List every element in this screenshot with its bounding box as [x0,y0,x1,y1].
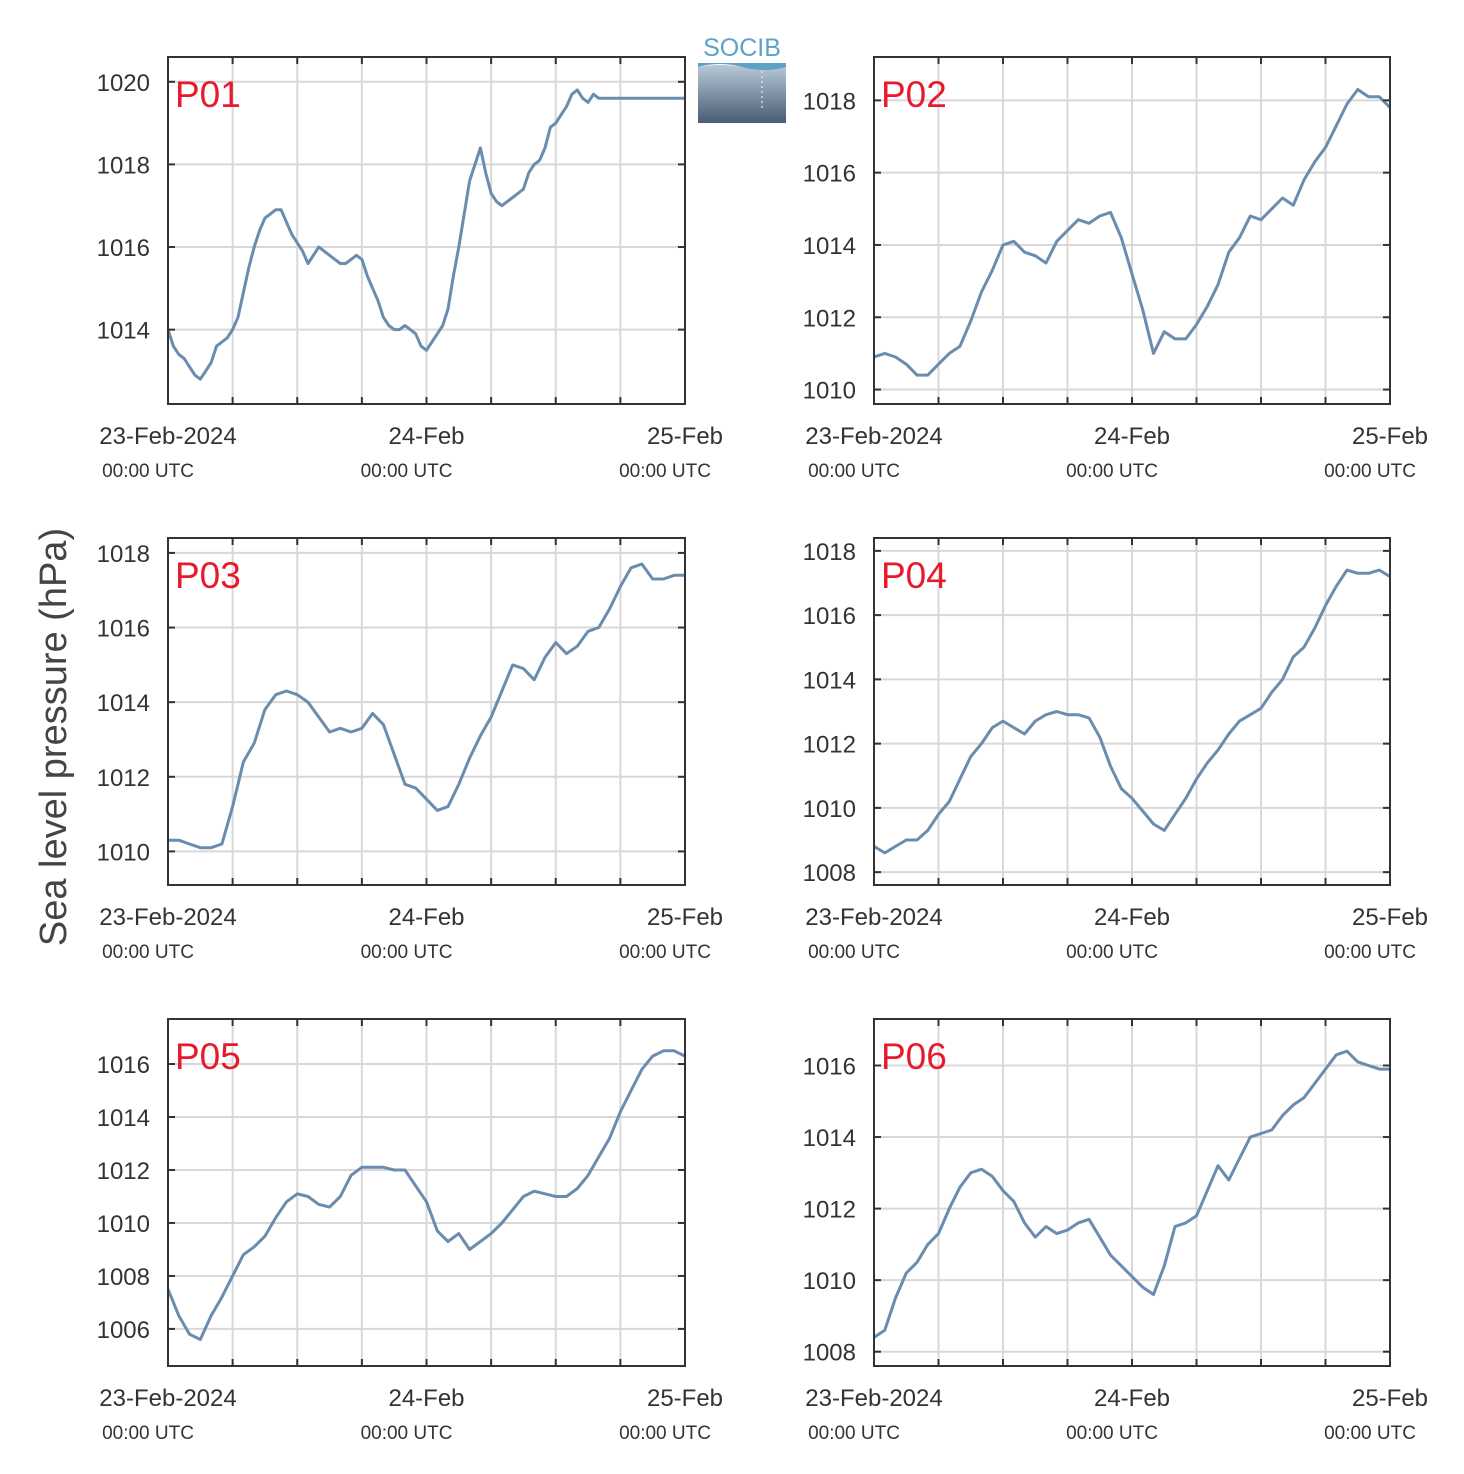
y-tick-label: 1008 [803,1340,856,1367]
x-tick-sublabel: 00:00 UTC [619,461,711,482]
y-tick-label: 1008 [803,860,856,887]
x-tick-sublabel: 00:00 UTC [361,1423,453,1444]
series-line [168,562,685,850]
x-tick-sublabel: 00:00 UTC [102,461,194,482]
y-tick-label: 1014 [803,233,856,260]
panels: 1014 1016 1018 1020 23-Feb-2024 00:00 UTC 24-F… [97,56,1428,1444]
y-tick-label: 1020 [97,70,150,97]
x-tick-sublabel: 00:00 UTC [1066,461,1158,482]
x-tick-label: 23-Feb-2024 [99,904,236,931]
x-tick-sublabel: 00:00 UTC [361,461,453,482]
x-tick-sublabel: 00:00 UTC [1324,942,1416,963]
panel-label: P06 [881,1036,947,1077]
x-tick-sublabel: 00:00 UTC [102,1423,194,1444]
x-tick-sublabel: 00:00 UTC [619,1423,711,1444]
x-tick-label: 23-Feb-2024 [805,423,942,450]
x-tick-sublabel: 00:00 UTC [808,1423,900,1444]
x-tick-label: 24-Feb [388,423,464,450]
x-tick-label: 25-Feb [647,423,723,450]
panel-p06: 1008 1010 1012 1014 1016 23-Feb-2024 00:00 UTC… [803,1018,1428,1444]
x-tick-label: 25-Feb [1352,423,1428,450]
panel-label: P01 [175,74,241,115]
series-line [166,88,685,381]
series-line [873,568,1391,855]
y-tick-label: 1016 [803,1054,856,1081]
panel-p03: 1010 1012 1014 1016 1018 23-Feb-2024 00:00 UTC… [97,537,723,963]
y-tick-label: 1012 [803,1197,856,1224]
x-tick-sublabel: 00:00 UTC [1066,1423,1158,1444]
x-tick-sublabel: 00:00 UTC [619,942,711,963]
panel-label: P05 [175,1036,241,1077]
y-tick-label: 1018 [803,88,856,115]
x-tick-label: 23-Feb-2024 [99,1385,236,1412]
x-tick-label: 25-Feb [1352,1385,1428,1412]
y-tick-label: 1008 [97,1264,150,1291]
x-tick-label: 23-Feb-2024 [805,1385,942,1412]
x-tick-label: 24-Feb [1094,1385,1170,1412]
series-line [166,1049,686,1341]
y-tick-label: 1010 [803,378,856,405]
y-tick-label: 1014 [97,318,150,345]
panel-p04: 1008 1010 1012 1014 1016 1018 23-Feb-2024 00:00… [803,537,1428,963]
x-tick-label: 24-Feb [388,904,464,931]
y-tick-label: 1018 [97,152,150,179]
x-tick-sublabel: 00:00 UTC [808,461,900,482]
y-tick-label: 1010 [803,1268,856,1295]
y-tick-label: 1006 [97,1317,150,1344]
y-tick-label: 1016 [97,616,150,643]
x-tick-label: 25-Feb [647,1385,723,1412]
x-tick-label: 25-Feb [1352,904,1428,931]
y-tick-label: 1016 [97,235,150,262]
y-tick-label: 1018 [97,541,150,568]
panel-label: P02 [881,74,947,115]
y-tick-label: 1012 [97,765,150,792]
y-tick-label: 1010 [97,839,150,866]
y-tick-label: 1012 [97,1158,150,1185]
socib-logo: SOCIB [692,34,792,126]
y-tick-label: 1010 [803,796,856,823]
panel-label: P03 [175,555,241,596]
y-tick-label: 1014 [97,1105,150,1132]
panel-label: P04 [881,555,947,596]
logo-text: SOCIB [703,34,781,62]
x-tick-sublabel: 00:00 UTC [808,942,900,963]
x-tick-label: 25-Feb [647,904,723,931]
x-tick-sublabel: 00:00 UTC [1324,1423,1416,1444]
x-tick-label: 23-Feb-2024 [805,904,942,931]
x-tick-sublabel: 00:00 UTC [1066,942,1158,963]
y-tick-label: 1018 [803,539,856,566]
x-tick-sublabel: 00:00 UTC [361,942,453,963]
panel-p02: 1010 1012 1014 1016 1018 23-Feb-2024 00:00 UTC… [803,56,1428,482]
panel-p05: 1006 1008 1010 1012 1014 1016 23-Feb-2024 00:00… [97,1018,723,1444]
y-tick-label: 1014 [803,667,856,694]
logo-image [698,63,786,123]
panel-p01: 1014 1016 1018 1020 23-Feb-2024 00:00 UTC 24-F… [97,56,723,482]
series-line [873,1049,1390,1339]
y-axis-label: Sea level pressure (hPa) [33,528,75,946]
x-tick-label: 23-Feb-2024 [99,423,236,450]
y-tick-label: 1010 [97,1211,150,1238]
x-tick-sublabel: 00:00 UTC [1324,461,1416,482]
x-tick-label: 24-Feb [388,1385,464,1412]
y-tick-label: 1014 [97,690,150,717]
y-tick-label: 1016 [803,161,856,188]
y-tick-label: 1012 [803,732,856,759]
y-tick-label: 1012 [803,305,856,332]
x-tick-label: 24-Feb [1094,904,1170,931]
y-tick-label: 1014 [803,1125,856,1152]
series-line [873,88,1392,377]
y-tick-label: 1016 [97,1052,150,1079]
x-tick-sublabel: 00:00 UTC [102,942,194,963]
x-tick-label: 24-Feb [1094,423,1170,450]
y-tick-label: 1016 [803,603,856,630]
